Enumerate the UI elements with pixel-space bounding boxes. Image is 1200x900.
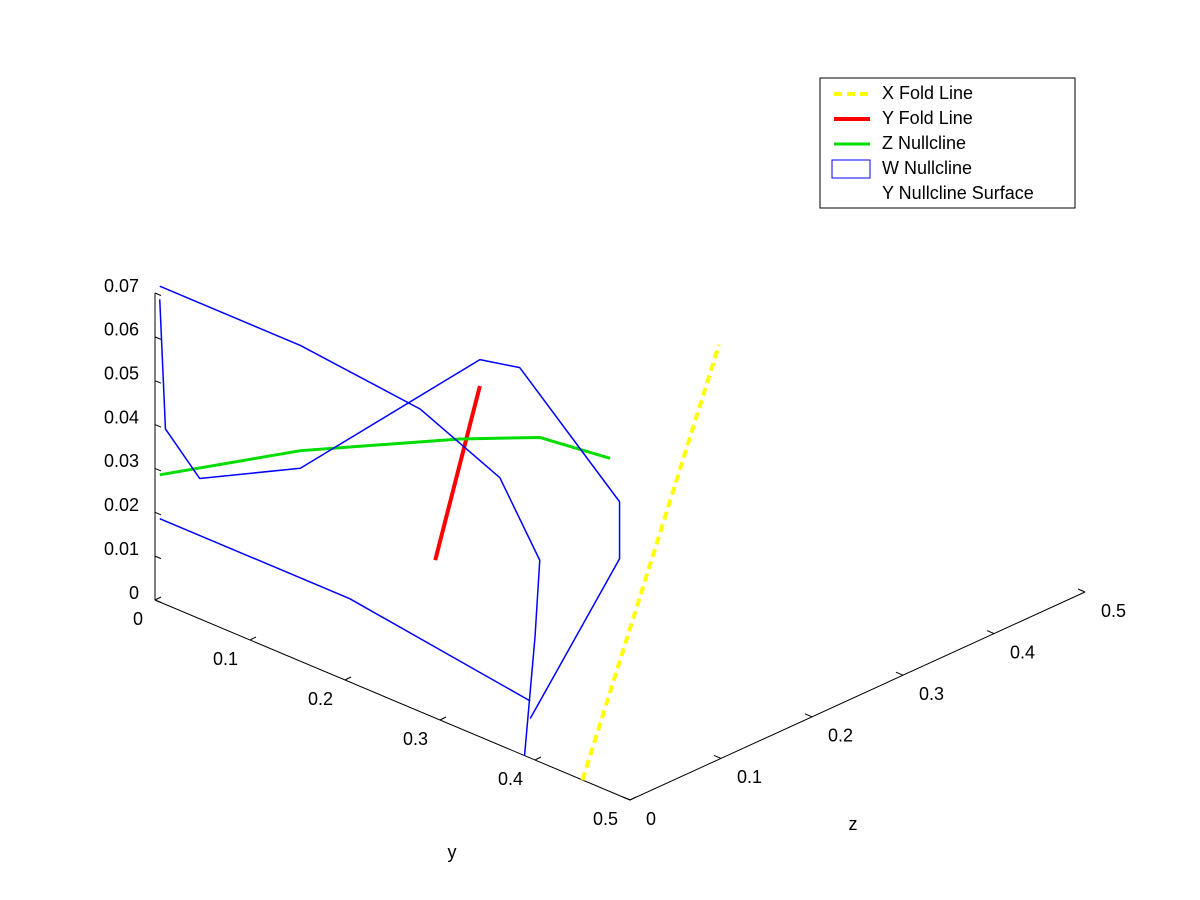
z-tick-label: 0.4 bbox=[1010, 642, 1035, 662]
legend-label: Z Nullcline bbox=[882, 133, 966, 153]
legend-sample bbox=[831, 159, 871, 179]
z-tick-label: 0.3 bbox=[919, 684, 944, 704]
z-tick-label: 0.5 bbox=[1101, 601, 1126, 621]
tick-mark bbox=[249, 636, 257, 641]
legend-label: Y Fold Line bbox=[882, 108, 973, 128]
tick-mark bbox=[895, 671, 904, 676]
w-tick-label: 0.04 bbox=[104, 407, 139, 427]
w-tick-label: 0.07 bbox=[104, 276, 139, 296]
series-line bbox=[159, 435, 611, 477]
legend-label: Y Nullcline Surface bbox=[882, 183, 1034, 203]
tick-mark bbox=[154, 292, 162, 296]
y-tick-label: 0.4 bbox=[498, 769, 523, 789]
z-tick-label: 0.2 bbox=[828, 726, 853, 746]
series-line bbox=[159, 517, 531, 702]
z-axis bbox=[629, 591, 1086, 801]
tick-mark bbox=[622, 796, 631, 801]
tick-mark bbox=[154, 511, 162, 516]
w-tick-label: 0.02 bbox=[104, 495, 139, 515]
z-tick-label: 0 bbox=[646, 809, 656, 829]
tick-mark bbox=[439, 716, 447, 721]
series-line bbox=[159, 285, 541, 756]
tick-mark bbox=[154, 336, 162, 340]
tick-mark bbox=[154, 467, 162, 472]
tick-mark bbox=[629, 796, 637, 801]
tick-mark bbox=[804, 713, 813, 718]
w-tick-label: 0.05 bbox=[104, 363, 139, 383]
tick-mark bbox=[154, 596, 162, 601]
w-tick-label: 0.06 bbox=[104, 320, 139, 340]
w-tick-label: 0 bbox=[129, 583, 139, 603]
tick-mark bbox=[713, 754, 722, 759]
series-line bbox=[580, 344, 721, 781]
x-axis-label: y bbox=[448, 842, 457, 862]
y-axis bbox=[154, 599, 631, 801]
y-tick-label: 0 bbox=[133, 609, 143, 629]
y-tick-label: 0.1 bbox=[213, 649, 238, 669]
y-axis-label: z bbox=[849, 814, 858, 834]
series-line bbox=[433, 385, 482, 561]
tick-mark bbox=[154, 555, 162, 560]
tick-mark bbox=[154, 424, 162, 428]
tick-mark bbox=[986, 630, 995, 635]
w-tick-label: 0.01 bbox=[104, 539, 139, 559]
y-tick-label: 0.5 bbox=[593, 809, 618, 829]
y-tick-label: 0.2 bbox=[308, 689, 333, 709]
w-tick-label: 0.03 bbox=[104, 451, 139, 471]
series-line bbox=[159, 299, 621, 719]
tick-mark bbox=[1077, 588, 1086, 593]
z-tick-label: 0.1 bbox=[737, 767, 762, 787]
tick-mark bbox=[154, 380, 162, 384]
y-tick-label: 0.3 bbox=[403, 729, 428, 749]
tick-mark bbox=[344, 676, 352, 681]
tick-mark bbox=[534, 756, 542, 761]
legend-label: X Fold Line bbox=[882, 83, 973, 103]
tick-mark bbox=[154, 599, 162, 603]
legend-label: W Nullcline bbox=[882, 158, 972, 178]
